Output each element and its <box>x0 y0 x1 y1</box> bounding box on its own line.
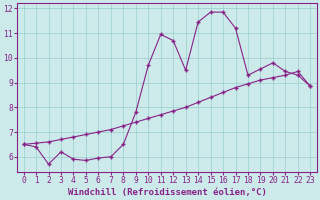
X-axis label: Windchill (Refroidissement éolien,°C): Windchill (Refroidissement éolien,°C) <box>68 188 266 197</box>
